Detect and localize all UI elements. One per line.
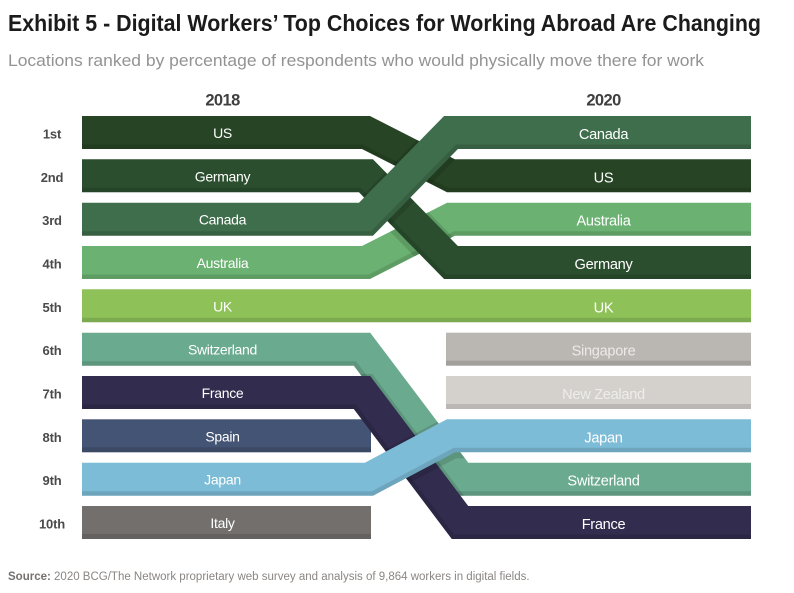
svg-text:1st: 1st <box>43 127 62 142</box>
svg-text:Italy: Italy <box>210 515 234 531</box>
svg-text:3rd: 3rd <box>42 213 62 228</box>
svg-text:7th: 7th <box>43 387 62 402</box>
svg-text:Spain: Spain <box>205 428 239 444</box>
svg-text:Canada: Canada <box>579 127 630 143</box>
svg-text:New Zealand: New Zealand <box>562 387 645 403</box>
svg-text:France: France <box>202 385 244 401</box>
svg-text:2020: 2020 <box>586 92 621 110</box>
svg-text:Exhibit 5 - Digital Workers’ T: Exhibit 5 - Digital Workers’ Top Choices… <box>8 10 761 36</box>
svg-text:Singapore: Singapore <box>572 344 636 360</box>
svg-text:10th: 10th <box>39 517 65 532</box>
svg-text:Locations ranked by percentage: Locations ranked by percentage of respon… <box>8 51 705 70</box>
svg-text:5th: 5th <box>43 300 62 315</box>
svg-text:2018: 2018 <box>205 92 240 110</box>
svg-text:Switzerland: Switzerland <box>188 342 257 358</box>
svg-text:US: US <box>594 170 614 186</box>
svg-text:8th: 8th <box>43 430 62 445</box>
svg-text:US: US <box>213 125 232 141</box>
svg-text:France: France <box>582 517 626 533</box>
svg-text:Japan: Japan <box>204 472 241 488</box>
svg-text:UK: UK <box>213 298 233 314</box>
svg-text:Australia: Australia <box>576 214 631 230</box>
svg-text:Germany: Germany <box>575 257 634 273</box>
svg-text:UK: UK <box>594 300 614 316</box>
svg-text:Source: 2020 BCG/The Network p: Source: 2020 BCG/The Network proprietary… <box>8 571 530 583</box>
svg-text:6th: 6th <box>43 343 62 358</box>
svg-text:Canada: Canada <box>199 212 247 228</box>
svg-text:Switzerland: Switzerland <box>567 474 639 490</box>
svg-text:4th: 4th <box>43 257 62 272</box>
svg-text:Japan: Japan <box>584 430 622 446</box>
svg-text:2nd: 2nd <box>41 170 64 185</box>
svg-text:9th: 9th <box>43 473 62 488</box>
svg-text:Australia: Australia <box>197 255 249 271</box>
svg-text:Germany: Germany <box>195 168 251 184</box>
